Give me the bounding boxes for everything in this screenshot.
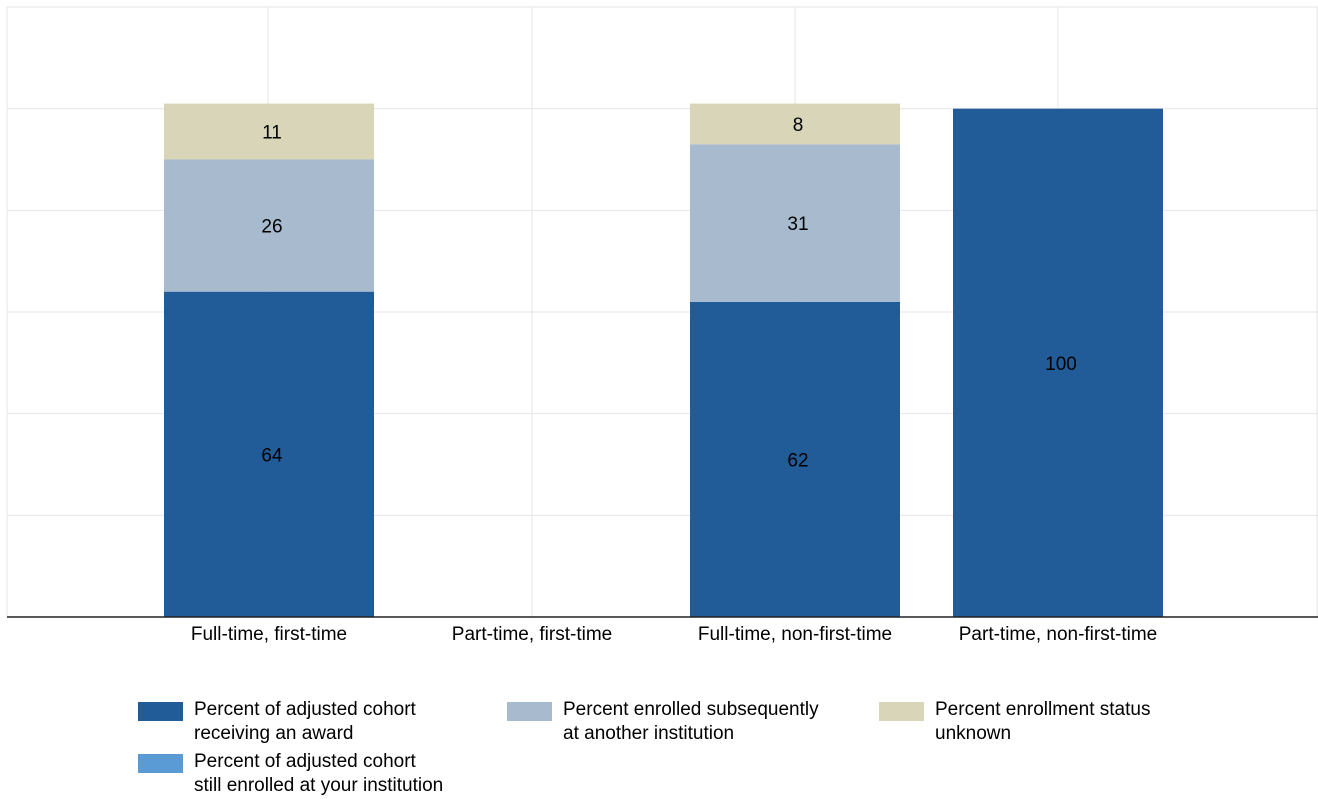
bar-segment: [690, 103, 900, 145]
data-labels: 64 26 11 62 31 8 100: [261, 115, 1077, 471]
bar-segment: [953, 108, 1163, 618]
bars: [164, 103, 1163, 618]
bar-value-label: 8: [793, 115, 804, 136]
bar-segment: [164, 103, 374, 160]
bar-segment: [164, 291, 374, 617]
bar-value-label: 31: [787, 214, 808, 235]
bar-segment: [690, 301, 900, 617]
x-tick-label: Part-time, non-first-time: [959, 624, 1157, 645]
bar-value-label: 62: [787, 450, 808, 471]
x-tick-label: Full-time, non-first-time: [698, 624, 892, 645]
bar-value-label: 64: [261, 445, 283, 466]
bar-segment: [164, 159, 374, 292]
bar-value-label: 100: [1045, 354, 1077, 375]
x-tick-labels: Full-time, first-time Part-time, first-ti…: [191, 624, 1157, 645]
x-tick-label: Full-time, first-time: [191, 624, 347, 645]
bar-value-label: 26: [261, 217, 282, 238]
x-tick-label: Part-time, first-time: [452, 624, 612, 645]
bar-segment: [690, 144, 900, 302]
bar-value-label: 11: [262, 123, 282, 144]
